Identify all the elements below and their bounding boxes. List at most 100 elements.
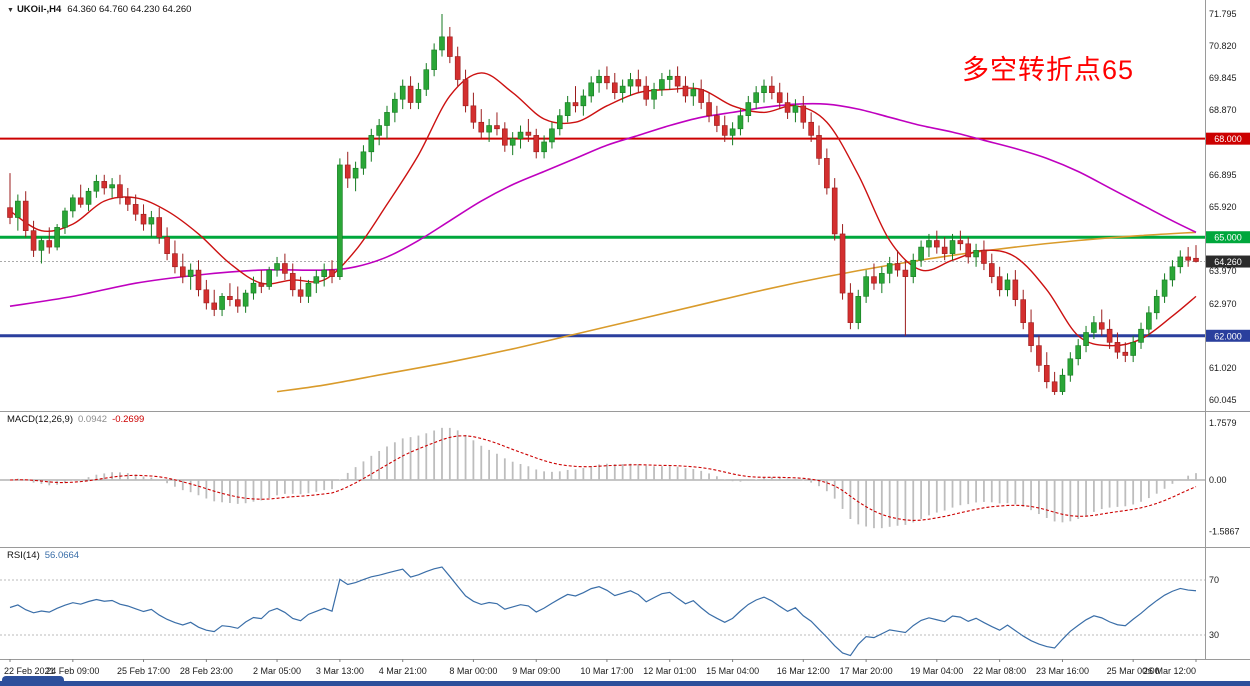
candle-body — [1177, 256, 1184, 268]
candle-body — [1051, 381, 1058, 392]
candle-body — [627, 79, 634, 87]
candle-body — [525, 131, 532, 136]
candle-body — [172, 253, 178, 268]
candle-body — [509, 138, 516, 146]
candle-body — [423, 69, 430, 90]
bottom-window-edge — [0, 681, 1250, 686]
rsi-axis-tick: 30 — [1209, 630, 1219, 640]
candle-body — [729, 128, 736, 136]
candle-body — [533, 135, 540, 153]
price-axis-tick: 65.920 — [1209, 202, 1237, 212]
price-axis-tick: 68.870 — [1209, 105, 1237, 115]
candle-body — [1012, 279, 1019, 300]
candle-body — [250, 282, 257, 294]
candle-body — [769, 85, 775, 93]
candle-body — [462, 79, 469, 107]
time-axis-label: 23 Mar 16:00 — [1036, 666, 1089, 676]
candle-body — [706, 102, 712, 116]
price-axis-tick: 69.845 — [1209, 73, 1237, 83]
candle-body — [1193, 257, 1199, 262]
macd-axis-tick: 0.00 — [1209, 475, 1227, 485]
candle-body — [70, 197, 76, 212]
candle-body — [580, 95, 587, 107]
candle-body — [604, 75, 610, 84]
candle-body — [77, 197, 84, 205]
price-tag-label: 68.000 — [1214, 134, 1242, 144]
macd-signal-value: -0.2699 — [112, 414, 145, 425]
candle-body — [447, 36, 453, 57]
time-axis-label: 22 Mar 08:00 — [973, 666, 1026, 676]
price-axis-tick: 60.045 — [1209, 395, 1237, 405]
time-axis-label: 19 Mar 04:00 — [910, 666, 963, 676]
candle-body — [392, 98, 398, 113]
candle-body — [439, 36, 445, 51]
candle-body — [910, 259, 917, 277]
main-price-panel[interactable] — [0, 14, 1205, 395]
macd-signal-line — [9, 435, 1197, 521]
candle-body — [1059, 374, 1066, 392]
candle-body — [776, 92, 783, 103]
time-axis-label: 15 Mar 04:00 — [706, 666, 759, 676]
candle-body — [847, 292, 854, 323]
ohlc-values: 64.360 64.760 64.230 64.260 — [67, 4, 192, 15]
candle-body — [494, 125, 500, 130]
candle-body — [855, 296, 862, 323]
symbol-timeframe: UKOil-,H4 — [16, 4, 62, 15]
candle-body — [486, 125, 492, 133]
price-tag — [1206, 329, 1250, 342]
candle-body — [179, 266, 186, 277]
candle-body — [211, 302, 218, 310]
candle-body — [274, 263, 280, 271]
candle-body — [879, 273, 885, 284]
ma-fast-red — [9, 72, 1197, 347]
candle-body — [132, 204, 139, 215]
candle-body — [30, 230, 37, 251]
candle-body — [282, 263, 288, 274]
candle-body — [1106, 328, 1113, 343]
candle-body — [454, 56, 461, 80]
candle-body — [1043, 365, 1050, 383]
price-tag-label: 65.000 — [1214, 233, 1242, 243]
candle-body — [957, 240, 964, 245]
candle-body — [753, 92, 759, 103]
macd-name: MACD(12,26,9) — [7, 414, 73, 425]
chart-tab[interactable] — [2, 676, 64, 686]
candle-body — [690, 89, 697, 97]
candle-body — [714, 115, 720, 126]
candle-body — [1083, 332, 1089, 346]
candle-body — [965, 243, 972, 258]
candle-body — [470, 105, 477, 123]
macd-main-value: 0.0942 — [78, 414, 108, 425]
rsi-panel[interactable] — [0, 566, 1205, 657]
annotation-text: 多空转折点65 — [961, 55, 1134, 85]
price-axis-tick: 62.970 — [1209, 299, 1237, 309]
time-axis-label: 17 Mar 20:00 — [840, 666, 893, 676]
candle-body — [1028, 322, 1034, 346]
candle-body — [761, 85, 767, 93]
candle-body — [187, 269, 194, 277]
candle-body — [337, 164, 343, 277]
candle-body — [156, 217, 163, 238]
time-axis-label: 26 Mar 12:00 — [1143, 666, 1196, 676]
macd-panel[interactable] — [0, 427, 1205, 529]
price-axis-tick: 71.795 — [1209, 9, 1237, 19]
candle-body — [93, 181, 100, 192]
candle-body — [1122, 351, 1129, 356]
candle-body — [988, 263, 995, 277]
candle-body — [1004, 279, 1011, 291]
candle-body — [926, 240, 932, 248]
candle-body — [502, 128, 508, 146]
instrument-label: ▼ UKOil-,H4 64.360 64.760 64.230 64.260 — [7, 4, 191, 15]
chevron-down-icon[interactable]: ▼ — [7, 7, 14, 14]
candle-body — [266, 269, 272, 287]
candle-body — [431, 49, 437, 70]
price-axis-tick: 63.970 — [1209, 266, 1237, 276]
candle-body — [541, 141, 547, 153]
candle-body — [148, 217, 155, 225]
time-axis-label: 25 Mar 00:00 — [1107, 666, 1160, 676]
candle-body — [934, 240, 940, 248]
candle-body — [1153, 296, 1160, 314]
time-axis-label: 24 Feb 09:00 — [46, 666, 99, 676]
time-axis-label: 9 Mar 09:00 — [512, 666, 560, 676]
